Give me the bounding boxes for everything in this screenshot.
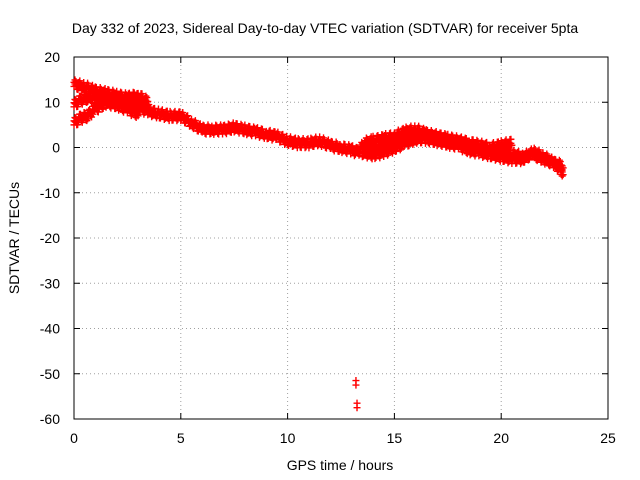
data-point — [129, 103, 137, 111]
data-point — [117, 88, 125, 96]
data-point — [559, 171, 567, 179]
data-point — [138, 100, 146, 108]
y-tick-label: -50 — [40, 366, 60, 382]
y-tick-label: 0 — [52, 140, 60, 156]
y-tick-label: 20 — [44, 49, 60, 65]
x-axis-label: GPS time / hours — [287, 457, 394, 473]
y-tick-labels: 20 10 0 -10 -20 -30 -40 -50 -60 — [40, 49, 60, 427]
data-point — [507, 135, 515, 143]
x-tick-labels: 0 5 10 15 20 25 — [70, 430, 616, 446]
y-tick-label: -60 — [40, 411, 60, 427]
data-point — [138, 90, 146, 98]
data-point — [237, 120, 245, 128]
x-tick-label: 0 — [70, 430, 78, 446]
data-point — [113, 96, 121, 104]
y-axis-label: SDTVAR / TECUs — [6, 182, 22, 294]
data-point — [133, 107, 141, 115]
data-points — [70, 76, 567, 412]
y-tick-label: -30 — [40, 275, 60, 291]
data-point — [448, 131, 456, 139]
data-point — [422, 126, 430, 134]
x-tick-label: 25 — [600, 430, 616, 446]
data-point — [352, 381, 360, 389]
data-point — [332, 138, 340, 146]
data-point — [402, 123, 410, 131]
y-tick-label: -10 — [40, 185, 60, 201]
x-tick-label: 5 — [177, 430, 185, 446]
data-point — [117, 98, 125, 106]
data-point — [113, 87, 121, 95]
data-point — [279, 130, 287, 138]
grid — [74, 57, 608, 419]
data-point — [552, 156, 560, 164]
data-point — [307, 134, 315, 142]
data-point — [556, 162, 564, 170]
data-point — [184, 112, 192, 120]
y-tick-label: 10 — [44, 94, 60, 110]
y-tick-label: -20 — [40, 230, 60, 246]
data-point — [353, 404, 361, 412]
data-point — [530, 144, 538, 152]
data-point — [143, 94, 151, 102]
x-tick-label: 20 — [493, 430, 509, 446]
data-point — [557, 166, 565, 174]
data-point — [224, 120, 232, 128]
x-tick-label: 10 — [280, 430, 296, 446]
data-point — [551, 155, 559, 163]
data-point — [508, 141, 516, 149]
data-point — [349, 142, 357, 150]
data-point — [361, 144, 369, 152]
data-point — [444, 130, 452, 138]
data-point — [266, 126, 274, 134]
x-tick-label: 15 — [387, 430, 403, 446]
data-point — [71, 76, 79, 84]
data-point — [483, 138, 491, 146]
data-point — [125, 102, 133, 110]
data-point — [142, 92, 150, 100]
chart-title: Day 332 of 2023, Sidereal Day-to-day VTE… — [72, 20, 579, 36]
data-point — [134, 112, 142, 120]
y-tick-label: -40 — [40, 321, 60, 337]
data-point — [473, 136, 481, 144]
